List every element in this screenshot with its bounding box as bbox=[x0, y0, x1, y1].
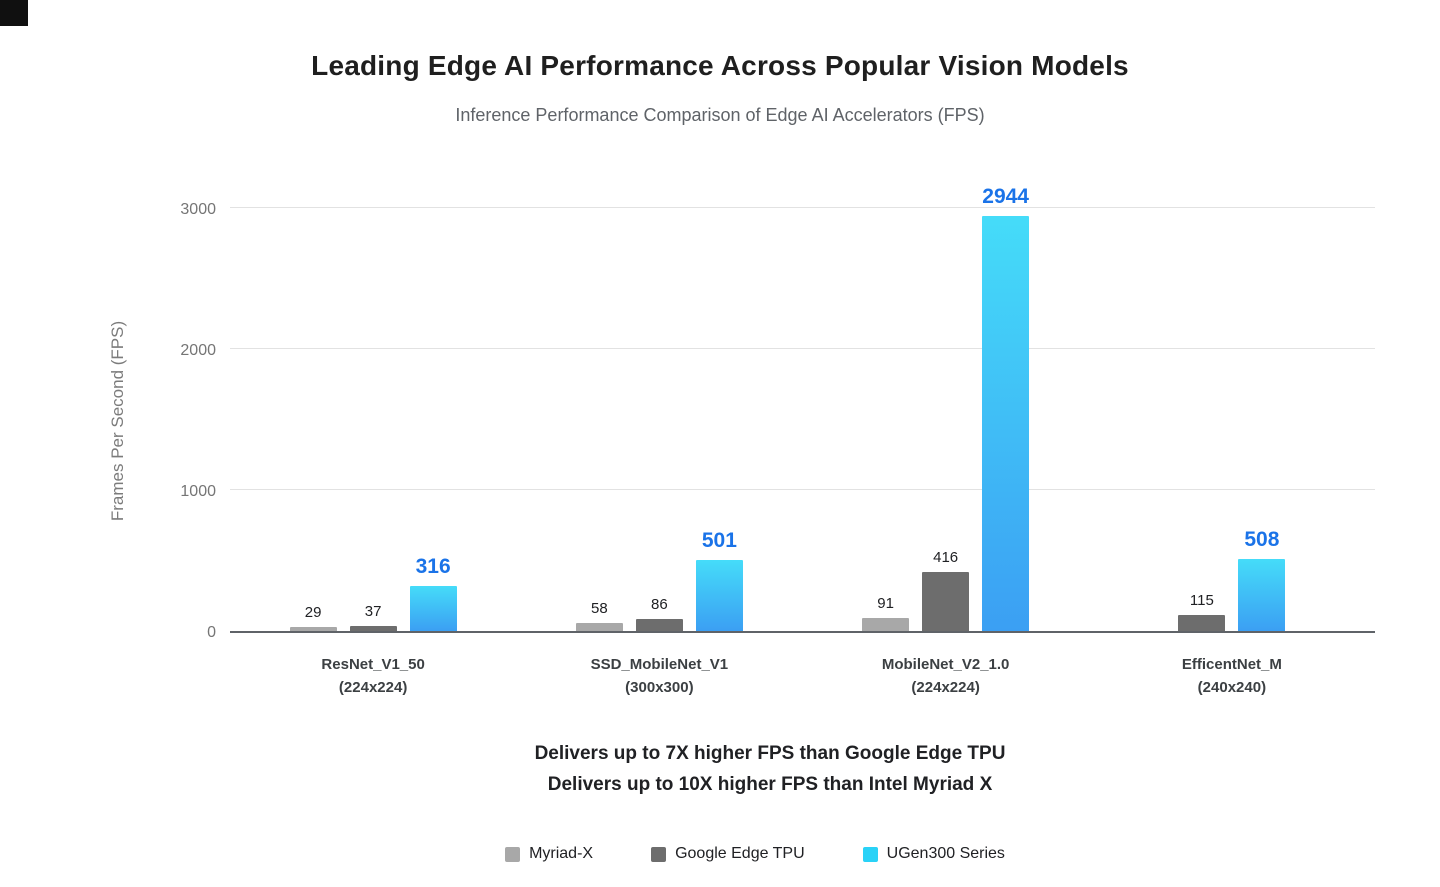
bar-group: 58 86 501 bbox=[575, 529, 743, 631]
bar-groups: 29 37 316 58 86 501 91 416 2944 115 508 bbox=[230, 185, 1375, 631]
y-axis-ticks: 0 1000 2000 3000 bbox=[150, 201, 216, 641]
x-category-name: SSD_MobileNet_V1 bbox=[590, 656, 729, 673]
x-category-label: MobileNet_V2_1.0 (224x224) bbox=[803, 653, 1089, 699]
bar-google-edge-tpu bbox=[635, 618, 683, 631]
bar-myriad-x bbox=[862, 618, 910, 631]
x-category-resolution: (300x300) bbox=[625, 679, 694, 696]
x-category-label: ResNet_V1_50 (224x224) bbox=[230, 653, 516, 699]
bar-value-label: 37 bbox=[364, 602, 382, 620]
bar-ugen300-series bbox=[409, 586, 457, 631]
chart-title: Leading Edge AI Performance Across Popul… bbox=[311, 50, 1129, 81]
plot-area: 29 37 316 58 86 501 91 416 2944 115 508 bbox=[230, 185, 1375, 633]
bar-column: 416 bbox=[922, 549, 970, 631]
legend-label: UGen300 Series bbox=[886, 845, 1005, 862]
legend-label: Myriad-X bbox=[529, 845, 594, 862]
bar-myriad-x bbox=[289, 626, 337, 631]
x-axis-labels: ResNet_V1_50 (224x224) SSD_MobileNet_V1 (30… bbox=[230, 653, 1375, 699]
bar-value-label: 2944 bbox=[982, 184, 1029, 208]
x-category-resolution: (224x224) bbox=[338, 679, 408, 696]
bar-value-label: 58 bbox=[591, 599, 608, 617]
x-category-name: MobileNet_V2_1.0 bbox=[881, 656, 1010, 673]
bar-myriad-x bbox=[575, 622, 623, 631]
bar-ugen300-series bbox=[982, 215, 1030, 631]
x-category-label: SSD_MobileNet_V1 (300x300) bbox=[516, 653, 802, 699]
bar-ugen300-series bbox=[1238, 559, 1286, 631]
x-category-name: EfficentNet_M bbox=[1181, 656, 1282, 673]
bar-value-label: 86 bbox=[651, 595, 668, 613]
x-category-name: ResNet_V1_50 bbox=[321, 656, 425, 673]
bar-column: 316 bbox=[409, 555, 457, 631]
legend: Myriad-X Google Edge TPU UGen300 Series bbox=[70, 845, 1440, 863]
legend-item-myriad-x: Myriad-X bbox=[505, 845, 593, 863]
annotation: Delivers up to 7X higher FPS than Google… bbox=[100, 738, 1440, 800]
bar-value-label: 115 bbox=[1189, 591, 1214, 609]
bar-column: 29 bbox=[289, 603, 337, 631]
gridline bbox=[230, 207, 1375, 208]
y-tick-label: 2000 bbox=[180, 342, 216, 359]
bar-column: 2944 bbox=[982, 184, 1030, 631]
bar-ugen300-series bbox=[695, 560, 743, 631]
legend-label: Google Edge TPU bbox=[675, 845, 805, 862]
bar-value-label: 316 bbox=[415, 555, 451, 579]
x-category-label: EfficentNet_M (240x240) bbox=[1089, 653, 1375, 699]
legend-swatch bbox=[651, 846, 667, 862]
bar-google-edge-tpu bbox=[922, 572, 970, 631]
bar-group: 115 508 bbox=[1178, 528, 1286, 631]
bar-value-label: 29 bbox=[304, 603, 322, 621]
bar-column: 115 bbox=[1178, 591, 1226, 631]
bar-value-label: 501 bbox=[701, 529, 737, 553]
annotation-line-1: Delivers up to 7X higher FPS than Google… bbox=[534, 743, 1006, 764]
legend-item-google-edge-tpu: Google Edge TPU bbox=[651, 845, 805, 863]
bar-google-edge-tpu bbox=[1178, 614, 1226, 631]
y-tick-label: 0 bbox=[207, 624, 216, 641]
y-axis-title: Frames Per Second (FPS) bbox=[108, 320, 127, 522]
bar-group-cell: 29 37 316 bbox=[230, 210, 516, 631]
bar-group-cell: 58 86 501 bbox=[516, 210, 802, 631]
x-category-resolution: (240x240) bbox=[1197, 679, 1267, 696]
annotation-line-2: Delivers up to 10X higher FPS than Intel… bbox=[547, 774, 993, 795]
legend-swatch bbox=[505, 846, 521, 862]
top-left-dark-patch bbox=[0, 0, 28, 26]
bar-column: 86 bbox=[635, 595, 683, 631]
gridline bbox=[230, 348, 1375, 349]
bar-group: 29 37 316 bbox=[289, 555, 457, 631]
bar-group: 91 416 2944 bbox=[862, 184, 1030, 631]
bar-value-label: 416 bbox=[933, 549, 959, 567]
bar-column: 508 bbox=[1238, 528, 1286, 631]
legend-swatch bbox=[862, 846, 878, 862]
bar-value-label: 91 bbox=[877, 595, 894, 613]
legend-item-ugen300-series: UGen300 Series bbox=[862, 845, 1005, 863]
bar-column: 91 bbox=[862, 595, 910, 631]
bar-value-label: 508 bbox=[1244, 528, 1280, 552]
bar-group-cell: 91 416 2944 bbox=[803, 185, 1089, 631]
bar-google-edge-tpu bbox=[349, 625, 397, 631]
y-tick-label: 3000 bbox=[180, 201, 216, 218]
bar-column: 58 bbox=[575, 599, 623, 631]
gridline bbox=[230, 489, 1375, 490]
x-category-resolution: (224x224) bbox=[911, 679, 980, 696]
bar-group-cell: 115 508 bbox=[1089, 210, 1375, 631]
bar-column: 37 bbox=[349, 602, 397, 631]
bar-column: 501 bbox=[695, 529, 743, 631]
y-tick-label: 1000 bbox=[180, 483, 216, 500]
chart-subtitle: Inference Performance Comparison of Edge… bbox=[455, 105, 985, 125]
